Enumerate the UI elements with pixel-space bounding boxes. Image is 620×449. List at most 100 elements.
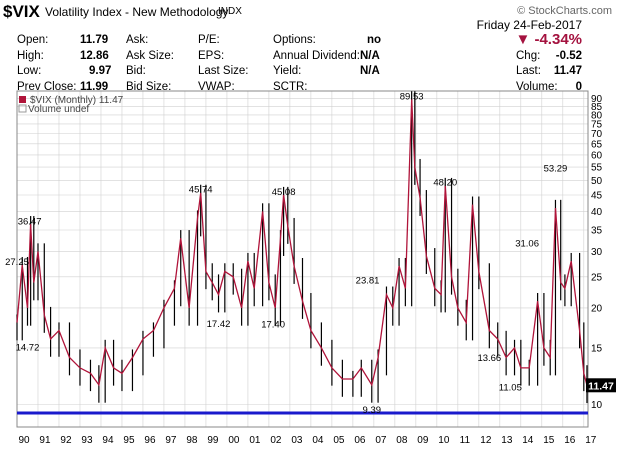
x-tick-label: 15 (543, 435, 555, 446)
vwap-label: VWAP: (198, 81, 235, 93)
yield-value: N/A (360, 65, 380, 77)
options-label: Options: (273, 34, 316, 46)
last-price-box (586, 378, 616, 393)
open-value: 11.79 (80, 34, 109, 46)
peak-annotation: 31.06 (515, 239, 539, 250)
last-size-label: Last Size: (198, 65, 249, 77)
y-tick-label: 55 (591, 163, 603, 174)
last-label: Last: (516, 65, 541, 77)
peak-annotation: 17.40 (261, 319, 285, 330)
quote-date: Friday 24-Feb-2017 (476, 18, 582, 32)
x-tick-label: 03 (291, 435, 303, 446)
last-price-label: 11.47 (588, 380, 614, 392)
x-tick-label: 13 (501, 435, 513, 446)
bid-label: Bid: (126, 65, 146, 77)
y-tick-label: 45 (591, 191, 603, 202)
chg-label: Chg: (516, 50, 541, 62)
high-value: 12.86 (80, 50, 109, 62)
last-value: 11.47 (553, 65, 582, 77)
legend-price-swatch (19, 96, 26, 103)
x-tick-label: 94 (102, 435, 114, 446)
x-tick-label: 06 (354, 435, 366, 446)
price-line (16, 99, 588, 387)
peak-annotation: 13.66 (477, 353, 501, 364)
x-tick-label: 07 (375, 435, 387, 446)
legend-volume-label: Volume undef (28, 104, 89, 115)
y-tick-label: 10 (591, 400, 603, 411)
peak-annotation: 23.81 (356, 276, 380, 287)
copyright-notice: © StockCharts.com (517, 5, 612, 17)
y-tick-label: 20 (591, 303, 603, 314)
y-tick-label: 65 (591, 139, 603, 150)
annual-dividend-label: Annual Dividend: (273, 50, 360, 62)
percent-change: ▼ -4.34% (515, 31, 582, 48)
prev-close-label: Prev Close: (17, 81, 77, 93)
pe-label: P/E: (198, 34, 220, 46)
last-price-marker: 11.47 (586, 378, 616, 393)
x-tick-label: 96 (144, 435, 156, 446)
plot-frame (16, 90, 589, 428)
x-tick-label: 08 (396, 435, 408, 446)
ask-label: Ask: (126, 34, 149, 46)
volume-value: 0 (575, 81, 582, 93)
y-tick-label: 40 (591, 207, 603, 218)
x-tick-label: 14 (522, 435, 534, 446)
chg-value: -0.52 (555, 50, 582, 62)
y-tick-label: 60 (591, 150, 603, 161)
security-name: Volatility Index - New Methodology (45, 5, 229, 19)
annual-dividend-value: N/A (360, 50, 380, 62)
chart-symbol: $VIX (3, 2, 40, 21)
x-tick-label: 11 (460, 435, 471, 446)
peak-annotation: 53.29 (544, 163, 568, 174)
eps-label: EPS: (198, 50, 225, 62)
peak-annotation: 45.74 (189, 185, 213, 196)
legend-price-title: $VIX (Monthly) 11.47 (30, 95, 124, 106)
peak-annotation: 11.05 (499, 382, 522, 393)
y-tick-label: 30 (591, 247, 603, 258)
low-label: Low: (17, 65, 42, 77)
peak-annotation: 48.20 (433, 177, 457, 188)
x-tick-label: 01 (249, 435, 261, 446)
exchange-label: INDX (218, 6, 242, 17)
x-tick-label: 97 (165, 435, 177, 446)
x-tick-label: 92 (60, 435, 72, 446)
peak-annotation: 36.47 (18, 216, 42, 227)
annotation-layer: 27.25 36.47 14.72 45.74 17.42 45.08 17.40 23.81… (5, 91, 567, 416)
y-tick-label: 90 (591, 94, 603, 105)
peak-annotation: 9.39 (363, 405, 382, 416)
x-tick-label: 04 (312, 435, 324, 446)
y-tick-label: 80 (591, 110, 603, 121)
y-tick-label: 35 (591, 225, 603, 236)
y-tick-label: 70 (591, 129, 603, 140)
x-tick-label: 12 (480, 435, 492, 446)
y-tick-label: 25 (591, 272, 603, 283)
peak-annotation: 45.08 (272, 187, 296, 198)
x-tick-label: 10 (438, 435, 450, 446)
x-axis: 90 91 92 93 94 95 96 97 98 99 00 01 02 03 04 05 06 07 08 09… (18, 435, 596, 446)
x-tick-label: 95 (123, 435, 135, 446)
y-tick-label: 15 (591, 343, 603, 354)
x-tick-label: 09 (417, 435, 429, 446)
x-tick-label: 91 (39, 435, 51, 446)
prev-close-value: 11.99 (80, 81, 109, 93)
y-tick-label: 50 (591, 176, 603, 187)
chart-legend: $VIX (Monthly) 11.47 Volume undef (18, 95, 124, 115)
options-value: no (367, 34, 382, 46)
y-tick-label: 75 (591, 119, 603, 130)
legend-volume-swatch (18, 104, 27, 113)
peak-annotation: 27.25 (5, 257, 29, 268)
x-tick-label: 00 (228, 435, 240, 446)
peak-annotation: 89.53 (400, 91, 424, 102)
x-tick-label: 16 (564, 435, 576, 446)
low-value: 9.97 (89, 65, 112, 77)
x-tick-label: 99 (207, 435, 219, 446)
sctr-label: SCTR: (273, 81, 308, 93)
open-label: Open: (17, 34, 49, 46)
x-tick-label: 98 (186, 435, 198, 446)
volume-label: Volume: (516, 81, 558, 93)
x-tick-label: 02 (270, 435, 282, 446)
y-tick-label: 85 (591, 102, 603, 113)
x-tick-label: 93 (81, 435, 93, 446)
